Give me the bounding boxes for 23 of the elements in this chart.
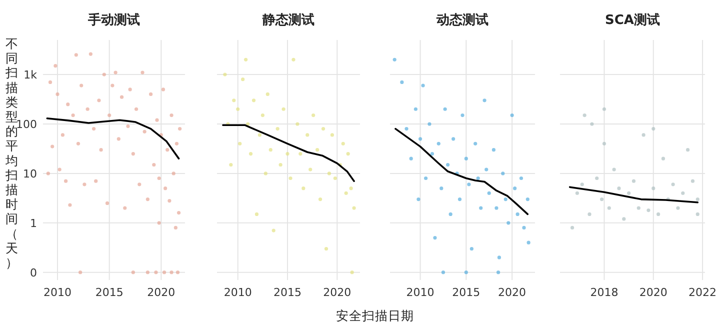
x-axis-title: 安全扫描日期 (336, 308, 414, 323)
x-tick-label: 2020 (323, 286, 352, 299)
chart-title: SCA测试 (605, 12, 660, 28)
x-tick-label: 2010 (406, 286, 434, 299)
x-tick-label: 2020 (147, 286, 176, 299)
y-tick-label: 1k (24, 68, 38, 82)
x-tick-label: 2010 (224, 286, 252, 299)
x-tick-label: 2015 (274, 286, 302, 299)
y-tick-label: 10 (23, 167, 37, 180)
x-tick-label: 2020 (639, 286, 668, 299)
y-tick-label: 1 (30, 216, 37, 230)
x-tick-label: 2010 (44, 286, 72, 299)
x-tick-label: 2020 (498, 286, 526, 299)
x-tick-label: 2015 (95, 286, 124, 299)
chart-title: 动态测试 (436, 12, 488, 28)
chart-title: 手动测试 (87, 12, 140, 28)
y-tick-label: 100 (16, 118, 37, 132)
chart-title: 静态测试 (262, 12, 314, 28)
y-tick-label: 0 (30, 266, 37, 280)
x-tick-label: 2018 (590, 286, 618, 299)
x-tick-label: 2022 (688, 286, 717, 299)
text: 不同扫描类型的平均扫描时间（天） (6, 36, 18, 270)
x-tick-label: 2015 (452, 286, 480, 299)
